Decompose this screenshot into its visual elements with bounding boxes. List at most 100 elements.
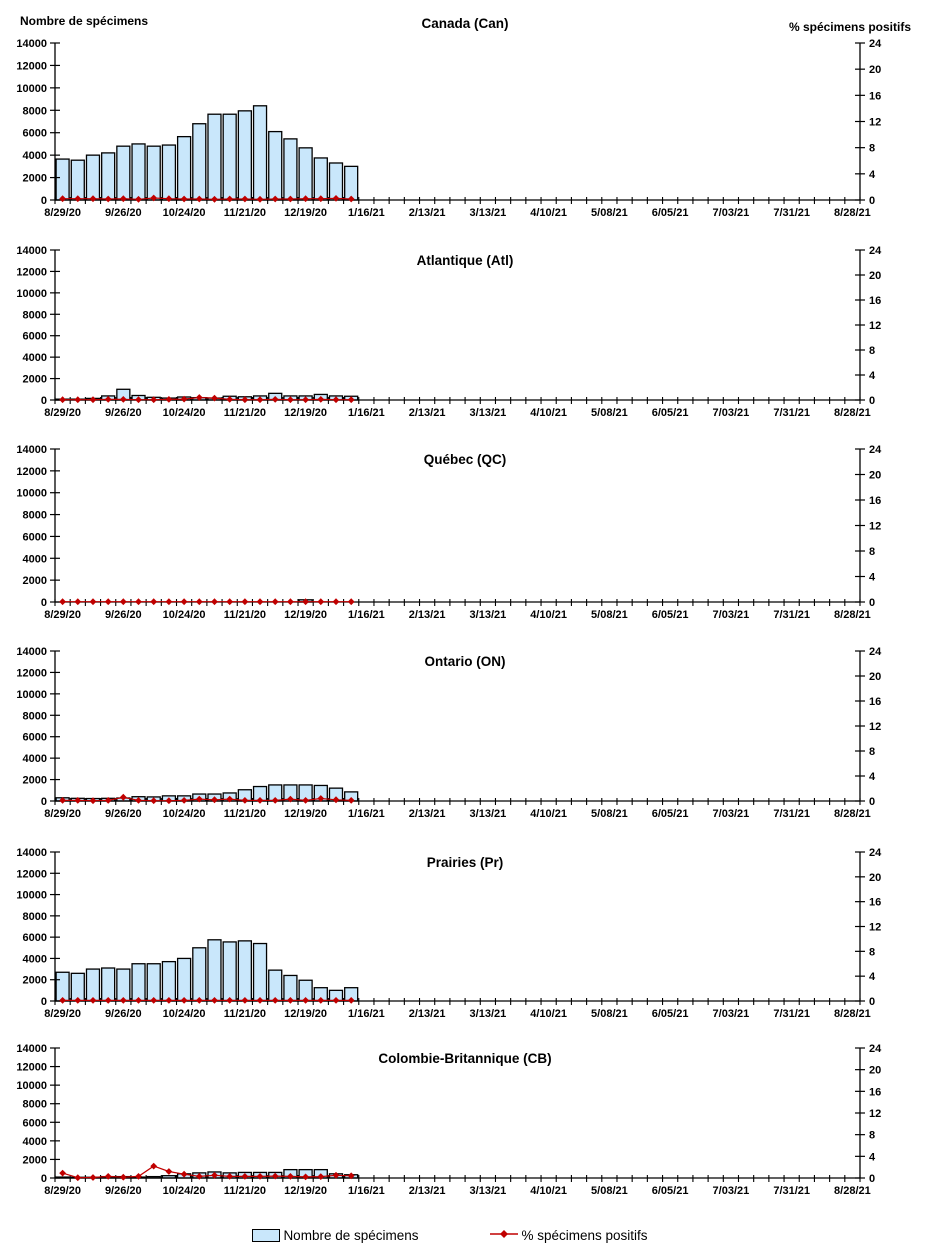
diamond-marker-week-6 — [135, 1173, 142, 1180]
y-axis-right: 0 4 8 12 16 20 24 — [855, 38, 882, 207]
diamond-marker-week-1 — [59, 195, 66, 203]
diamond-marker-week-20 — [347, 997, 355, 1004]
right-tick-label: 8 — [869, 546, 875, 558]
diamond-marker-week-12 — [226, 598, 234, 606]
bar-week-4 — [101, 967, 116, 1002]
diamond-marker-week-9 — [180, 997, 188, 1004]
x-tick-label: 11/21/20 — [224, 609, 266, 621]
x-tick-label: 8/29/20 — [44, 609, 81, 621]
x-tick-label: 11/21/20 — [224, 808, 266, 820]
bar-week-17 — [298, 147, 313, 201]
x-tick-label: 6/05/21 — [652, 1008, 689, 1020]
diamond-marker-week-13 — [241, 598, 249, 606]
diamond-marker-week-5 — [119, 396, 127, 403]
right-tick-label: 0 — [869, 195, 875, 207]
diamond-marker-week-17 — [302, 997, 309, 1004]
x-tick-label: 10/24/20 — [163, 1008, 206, 1020]
left-tick-label: 14000 — [16, 38, 47, 50]
left-tick-label: 12000 — [16, 868, 47, 880]
bar-week-8 — [161, 960, 177, 1002]
x-tick-label: 4/10/21 — [530, 1008, 567, 1020]
diamond-marker-week-5 — [119, 598, 127, 606]
bar-week-1 — [55, 971, 70, 1002]
diamond-marker-week-3 — [89, 598, 97, 606]
diamond-marker-week-13 — [241, 195, 249, 203]
x-tick-label: 9/26/20 — [105, 1008, 142, 1020]
panel-prairies-pr: 0 2000 4000 6000 8000 10000 12000 14000 0 4 8 12 16 2… — [0, 838, 935, 1038]
x-tick-label: 1/16/21 — [348, 808, 385, 820]
diamond-marker-week-16 — [287, 598, 294, 606]
right-tick-label: 4 — [869, 971, 876, 983]
right-tick-label: 20 — [869, 1065, 881, 1077]
left-axis-title: Nombre de spécimens — [20, 14, 149, 28]
diamond-marker-week-8 — [165, 797, 173, 805]
diamond-marker-week-12 — [226, 396, 234, 403]
x-tick-label: 8/28/21 — [834, 808, 871, 820]
y-axis-left: 0 2000 4000 6000 8000 10000 12000 14000 — [16, 1043, 60, 1185]
y-axis-right: 0 4 8 12 16 20 24 — [855, 847, 882, 1008]
left-tick-label: 12000 — [16, 266, 47, 278]
bar-week-10 — [192, 947, 207, 1002]
diamond-marker-week-7 — [150, 598, 158, 606]
bar-week-7 — [146, 145, 161, 201]
diamond-marker-week-19 — [332, 997, 340, 1004]
panel-title: Québec (QC) — [424, 452, 507, 467]
diamond-marker-week-19 — [332, 396, 340, 404]
chart-canvas: 0 2000 4000 6000 8000 10000 12000 14000 0 4 8 12 16 2… — [16, 1043, 882, 1197]
diamond-marker-week-6 — [135, 797, 142, 804]
left-tick-label: 10000 — [16, 488, 47, 500]
right-tick-label: 8 — [869, 946, 875, 958]
bar-week-6 — [131, 143, 146, 201]
left-tick-label: 0 — [41, 395, 47, 407]
diamond-marker-week-19 — [332, 598, 340, 606]
x-tick-label: 2/13/21 — [409, 1185, 446, 1197]
diamond-marker-week-8 — [165, 997, 173, 1004]
right-tick-label: 12 — [869, 1108, 881, 1120]
x-tick-label: 5/08/21 — [591, 1008, 628, 1020]
right-tick-label: 4 — [869, 169, 876, 181]
bar-week-2 — [70, 972, 85, 1002]
diamond-marker-week-15 — [271, 797, 279, 804]
x-tick-label: 8/28/21 — [834, 1008, 871, 1020]
bar-week-18 — [313, 157, 328, 201]
left-tick-label: 8000 — [23, 105, 47, 117]
diamond-marker-week-8 — [165, 598, 173, 606]
bar-week-1 — [55, 158, 70, 201]
diamond-marker-week-16 — [287, 195, 294, 203]
left-tick-label: 0 — [41, 1173, 47, 1185]
x-tick-label: 11/21/20 — [224, 207, 266, 219]
chart-canvas: 0 2000 4000 6000 8000 10000 12000 14000 0 4 8 12 16 2… — [16, 16, 882, 219]
left-tick-label: 10000 — [16, 83, 47, 95]
right-tick-label: 16 — [869, 897, 881, 909]
right-tick-label: 4 — [869, 771, 876, 783]
diamond-marker-week-1 — [59, 598, 66, 606]
y-axis-right: 0 4 8 12 16 20 24 — [855, 1043, 882, 1185]
bar-week-10 — [192, 123, 207, 201]
x-tick-label: 7/31/21 — [773, 207, 810, 219]
diamond-marker-week-2 — [74, 997, 82, 1004]
right-tick-label: 12 — [869, 721, 881, 733]
chart-panels: 0 2000 4000 6000 8000 10000 12000 14000 0 4 8 12 16 2… — [0, 16, 935, 1197]
left-tick-label: 6000 — [23, 732, 47, 744]
x-tick-label: 5/08/21 — [591, 609, 628, 621]
panel-title: Prairies (Pr) — [427, 855, 504, 870]
diamond-marker-week-15 — [271, 195, 279, 203]
bar-week-14 — [252, 942, 268, 1002]
x-tick-label: 6/05/21 — [652, 609, 689, 621]
x-tick-label: 8/29/20 — [44, 1185, 81, 1197]
diamond-marker-week-1 — [59, 797, 66, 804]
diamond-marker-week-14 — [256, 195, 264, 203]
diamond-marker-week-3 — [89, 396, 97, 404]
x-tick-label: 10/24/20 — [163, 1185, 206, 1197]
diamond-marker-week-20 — [347, 598, 355, 606]
x-tick-label: 12/19/20 — [284, 1185, 327, 1197]
left-tick-label: 12000 — [16, 60, 47, 72]
x-tick-label: 1/16/21 — [348, 1008, 385, 1020]
diamond-marker-week-10 — [195, 598, 203, 606]
x-tick-label: 6/05/21 — [652, 1185, 689, 1197]
panel-qu-bec-qc: 0 2000 4000 6000 8000 10000 12000 14000 0 4 8 12 16 2… — [0, 437, 935, 638]
right-tick-label: 24 — [869, 646, 882, 658]
left-tick-label: 8000 — [23, 1099, 47, 1111]
right-tick-label: 4 — [869, 572, 876, 584]
